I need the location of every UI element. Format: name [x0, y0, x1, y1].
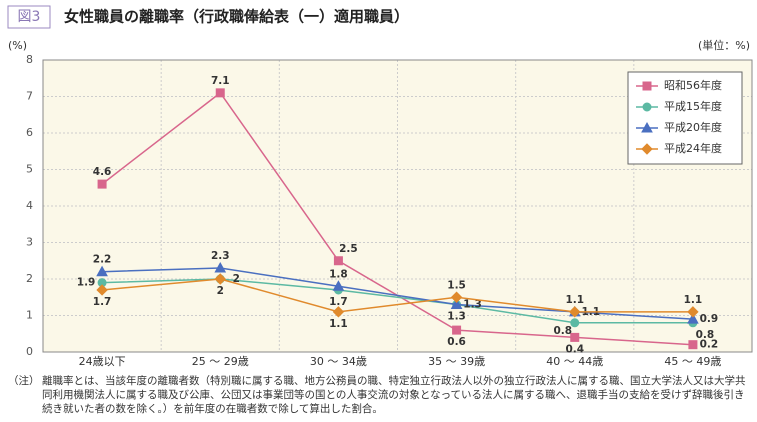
y-tick-label: 1	[26, 309, 33, 322]
data-label: 1.1	[565, 294, 584, 306]
data-label: 1.5	[447, 279, 466, 291]
marker	[569, 306, 581, 318]
unit-label: (単位：%)	[698, 38, 750, 52]
marker	[642, 81, 652, 91]
marker	[641, 121, 653, 133]
figure-label: 図3	[18, 9, 41, 25]
data-label: 0.9	[700, 313, 719, 325]
data-label: 1.1	[684, 294, 703, 306]
y-tick-label: 7	[26, 90, 33, 103]
legend-label: 平成24年度	[664, 141, 722, 155]
series-line	[102, 278, 693, 313]
marker	[450, 291, 463, 303]
marker	[96, 265, 108, 277]
marker	[450, 298, 463, 310]
data-label: 1.3	[447, 311, 466, 323]
y-tick-label: 6	[26, 126, 33, 139]
data-label: 0.8	[553, 325, 572, 337]
marker	[97, 179, 107, 189]
plot-border	[42, 59, 753, 353]
marker	[452, 325, 462, 335]
data-label: 1.7	[93, 296, 112, 308]
data-label: 1.1	[329, 318, 348, 330]
marker	[333, 256, 343, 266]
data-label: 1.9	[77, 277, 96, 289]
chart-title: 女性職員の離職率（行政職俸給表（一）適用職員）	[64, 8, 409, 26]
marker	[687, 313, 699, 324]
note-label: （注）	[8, 375, 40, 387]
marker	[332, 280, 345, 291]
note: （注） 離職率とは、当該年度の離職者数（特別職に属する職、地方公務員の職、特定独立…	[8, 374, 750, 416]
y-tick-label: 3	[26, 236, 33, 249]
marker	[332, 306, 345, 318]
data-label: 4.6	[93, 166, 112, 178]
data-label: 2.5	[339, 243, 358, 255]
marker	[641, 143, 653, 155]
marker	[688, 340, 698, 350]
marker	[570, 318, 580, 328]
x-tick-label: 40 ～ 44歳	[546, 355, 603, 368]
chart: 図3 女性職員の離職率（行政職俸給表（一）適用職員） (%) (単位：%) 0 1…	[7, 5, 753, 368]
marker	[214, 273, 226, 285]
x-tick-label: 30 ～ 34歳	[310, 355, 367, 368]
marker	[687, 306, 699, 318]
note-text: 離職率とは、当該年度の離職者数（特別職に属する職、地方公務員の職、特定独立行政法…	[42, 375, 746, 415]
y-tick-label: 5	[26, 163, 33, 176]
y-axis-label: (%)	[8, 39, 27, 52]
data-label: 0.4	[565, 343, 584, 355]
marker	[570, 332, 580, 342]
y-tick-label: 0	[26, 345, 33, 358]
series-line	[102, 267, 693, 320]
marker	[96, 284, 108, 296]
data-label: 1.7	[329, 296, 348, 308]
y-tick-label: 8	[26, 53, 33, 66]
data-label: 1.3	[463, 299, 482, 311]
data-label: 7.1	[211, 75, 230, 87]
data-label: 2.2	[93, 254, 112, 266]
legend-label: 平成15年度	[664, 99, 722, 113]
legend-label: 昭和56年度	[664, 78, 722, 92]
series-line	[102, 278, 693, 324]
data-label: 2	[217, 285, 224, 297]
data-label: 0.2	[700, 339, 719, 351]
series	[96, 273, 699, 318]
data-label: 0.6	[447, 336, 466, 348]
x-tick-label: 25 ～ 29歳	[192, 355, 249, 368]
y-tick-label: 2	[26, 272, 33, 285]
marker	[642, 102, 652, 112]
data-label: 0.8	[696, 329, 715, 341]
data-label: 2.3	[211, 250, 230, 262]
marker	[215, 88, 225, 98]
data-label: 2	[233, 273, 240, 285]
figure-label-box	[7, 5, 51, 29]
y-tick-label: 4	[26, 199, 33, 212]
marker	[214, 262, 227, 273]
x-tick-label: 35 ～ 39歳	[428, 355, 485, 368]
legend-label: 平成20年度	[664, 120, 722, 134]
x-tick-label: 45 ～ 49歳	[664, 355, 721, 368]
data-label: 1.8	[329, 268, 348, 280]
x-tick-label: 24歳以下	[79, 355, 126, 368]
